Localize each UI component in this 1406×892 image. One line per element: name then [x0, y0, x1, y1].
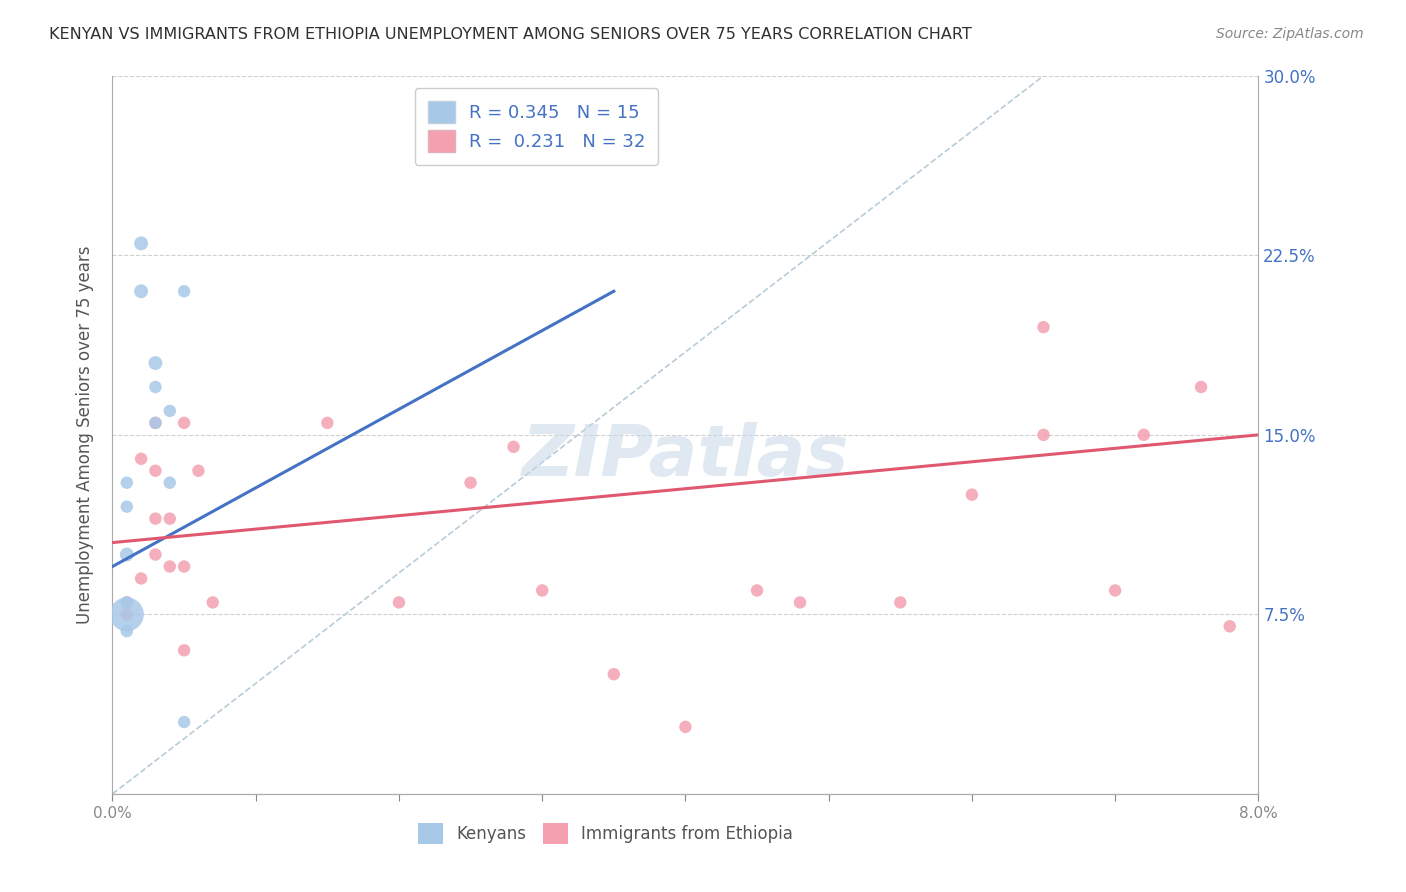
Point [603, 667, 626, 681]
Point [1104, 583, 1126, 598]
Point [115, 607, 138, 622]
Point [1219, 619, 1241, 633]
Point [115, 500, 138, 514]
Point [173, 643, 195, 657]
Point [1189, 380, 1212, 394]
Point [145, 511, 167, 525]
Point [159, 404, 181, 418]
Point [502, 440, 524, 454]
Point [173, 715, 195, 730]
Point [115, 607, 138, 622]
Point [159, 511, 181, 525]
Point [745, 583, 768, 598]
Y-axis label: Unemployment Among Seniors over 75 years: Unemployment Among Seniors over 75 years [76, 245, 94, 624]
Text: ZIPatlas: ZIPatlas [522, 422, 849, 491]
Point [115, 548, 138, 562]
Point [129, 571, 152, 585]
Point [115, 595, 138, 609]
Point [201, 595, 224, 609]
Point [115, 595, 138, 609]
Point [159, 559, 181, 574]
Point [1032, 427, 1054, 442]
Point [129, 284, 152, 298]
Point [129, 451, 152, 466]
Point [145, 356, 167, 370]
Point [388, 595, 411, 609]
Point [187, 464, 209, 478]
Point [460, 475, 482, 490]
Point [173, 284, 195, 298]
Point [145, 416, 167, 430]
Point [316, 416, 339, 430]
Point [1032, 320, 1054, 334]
Point [115, 475, 138, 490]
Text: KENYAN VS IMMIGRANTS FROM ETHIOPIA UNEMPLOYMENT AMONG SENIORS OVER 75 YEARS CORR: KENYAN VS IMMIGRANTS FROM ETHIOPIA UNEMP… [49, 27, 972, 42]
Point [789, 595, 811, 609]
Point [173, 416, 195, 430]
Point [145, 464, 167, 478]
Point [145, 416, 167, 430]
Point [145, 548, 167, 562]
Point [173, 559, 195, 574]
Point [960, 488, 983, 502]
Point [145, 380, 167, 394]
Point [129, 236, 152, 251]
Point [1133, 427, 1156, 442]
Point [531, 583, 554, 598]
Point [115, 624, 138, 639]
Point [889, 595, 911, 609]
Legend: Kenyans, Immigrants from Ethiopia: Kenyans, Immigrants from Ethiopia [411, 816, 800, 850]
Text: Source: ZipAtlas.com: Source: ZipAtlas.com [1216, 27, 1364, 41]
Point [675, 720, 697, 734]
Point [159, 475, 181, 490]
